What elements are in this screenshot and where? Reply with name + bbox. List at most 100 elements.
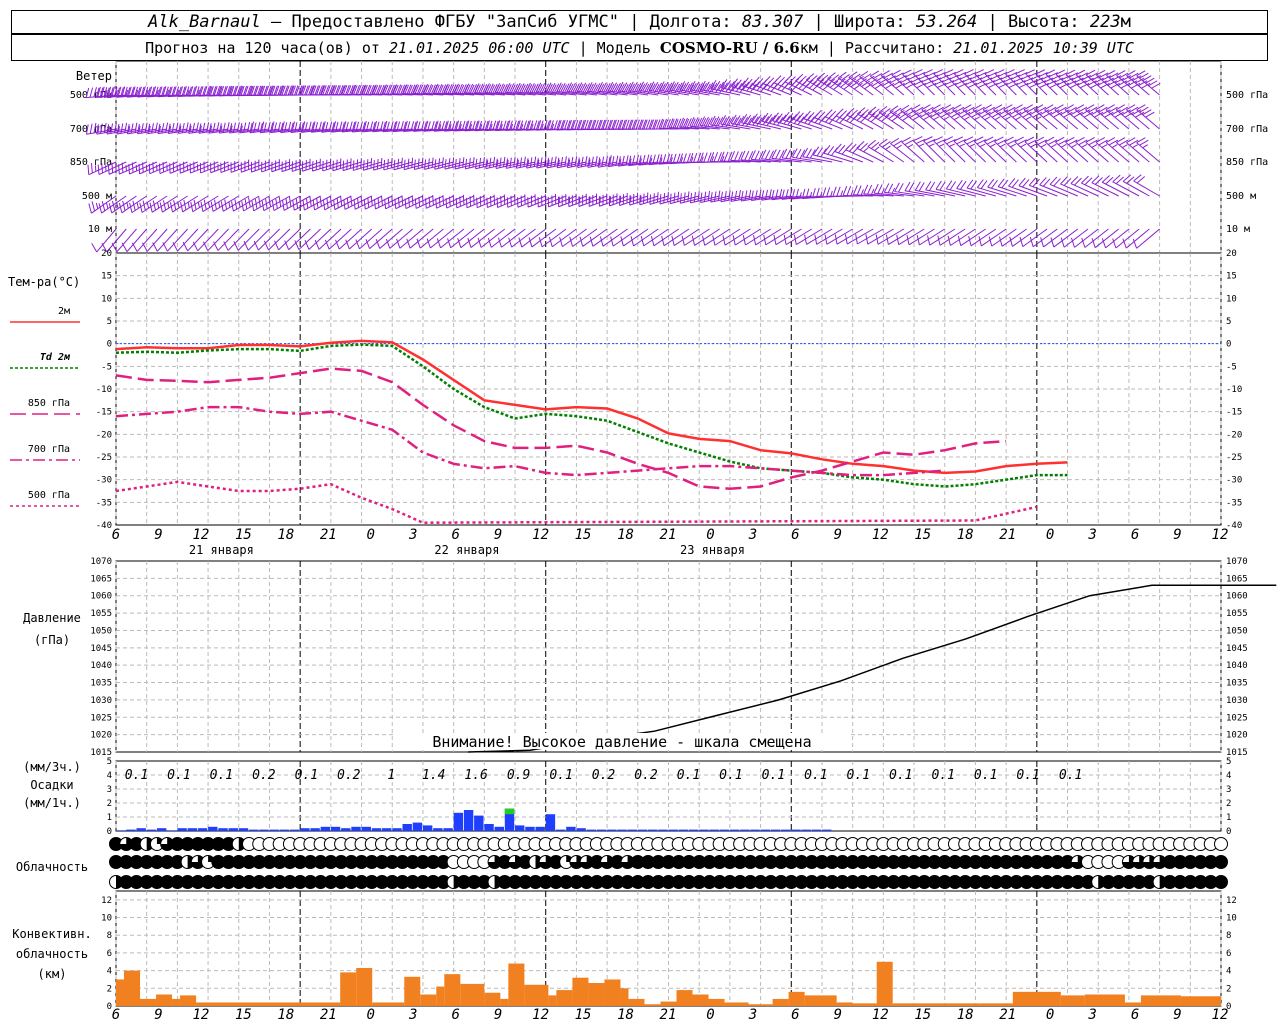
wind-barb-flag <box>642 82 648 92</box>
wind-barb-flag <box>998 82 1008 89</box>
time-tick-label: 12 <box>872 527 889 543</box>
wind-barb-shaft <box>859 76 884 96</box>
temp-series-line <box>115 405 945 477</box>
wind-barb-flag <box>510 84 516 94</box>
wind-barb-flag <box>967 82 978 89</box>
wind-barb-flag <box>519 120 524 131</box>
wind-barb-flag <box>1058 139 1068 146</box>
wind-barb-flag <box>457 83 463 94</box>
wind-barb-flag <box>1007 139 1017 145</box>
wind-barb-flag <box>1139 139 1149 146</box>
wind-barb-flag <box>387 158 389 169</box>
wind-barb-flag <box>570 156 574 167</box>
cloud-symbol-fill <box>682 855 696 869</box>
wind-barb-flag <box>914 106 924 113</box>
wind-barb-flag <box>304 85 309 96</box>
wind-barb-flag <box>516 120 521 131</box>
wind-barb-flag <box>564 83 570 93</box>
wind-barb-flag <box>1111 144 1118 148</box>
precip-bar <box>821 829 832 831</box>
time-tick-label-bottom: 6 <box>451 1007 459 1023</box>
wind-barb-flag <box>1091 238 1096 248</box>
sep: | <box>803 12 834 32</box>
wind-barb-flag <box>289 85 294 96</box>
wind-barb-shaft <box>653 228 680 247</box>
wind-barb-flag <box>416 121 421 132</box>
wind-barb-flag <box>400 84 406 95</box>
wind-barb-flag <box>195 86 200 97</box>
wind-barb-flag <box>467 237 472 248</box>
wind-barb-shaft <box>1039 184 1068 197</box>
wind-barb-shaft <box>848 76 874 96</box>
wind-barb-flag <box>232 86 237 96</box>
precip-bar <box>484 824 494 831</box>
wind-barb-flag <box>936 71 946 77</box>
precip-bar <box>218 828 228 831</box>
conv-bar <box>604 979 621 1006</box>
wind-barb-flag <box>873 183 879 194</box>
wind-barb-flag <box>310 85 316 95</box>
wind-barb-flag <box>397 197 400 208</box>
conv-bar <box>420 994 437 1006</box>
time-tick-label: 0 <box>1046 527 1054 543</box>
wind-barb-flag <box>1077 106 1088 113</box>
wind-barb-flag <box>121 162 124 173</box>
wind-barb-flag <box>820 148 827 158</box>
wind-barb-flag <box>966 179 974 189</box>
wind-barb-flag <box>735 117 742 127</box>
wind-barb-flag <box>1141 82 1151 89</box>
wind-barb-flag <box>396 121 401 132</box>
wind-barb-flag <box>381 85 386 95</box>
precip-bar <box>617 829 627 831</box>
cloud-symbol-fill <box>907 875 921 889</box>
wind-barb-shaft <box>1008 185 1037 197</box>
cloud-symbol-fill <box>150 855 164 869</box>
time-tick-label-bottom: 9 <box>1173 1007 1181 1023</box>
wind-barb-flag <box>861 80 871 87</box>
cloud-symbol-fill <box>109 855 123 869</box>
wind-barb-flag <box>851 73 861 81</box>
wind-barb-flag <box>775 189 779 200</box>
wind-barb-flag <box>512 120 517 131</box>
cloud-symbol-fill <box>805 855 819 869</box>
precip-bar <box>729 829 740 831</box>
wind-barb-flag <box>720 79 728 89</box>
wind-barb-flag <box>438 158 441 169</box>
pressure-warning-bg <box>395 733 850 749</box>
wind-barb-flag <box>259 85 264 96</box>
wind-barb-shaft <box>480 228 506 248</box>
wind-barb-flag <box>363 120 367 131</box>
conv-title: Конвективн. <box>12 927 91 941</box>
time-tick-label-bottom: 0 <box>1046 1007 1054 1023</box>
cloud-symbol-fill <box>610 855 624 869</box>
precip-3h-total: 0.1 <box>974 768 997 783</box>
wind-barb-flag <box>1000 74 1010 80</box>
wind-barb-flag <box>236 122 240 133</box>
wind-barb-flag <box>510 123 514 130</box>
wind-barb-flag <box>1012 111 1022 118</box>
cloud-symbol-fill <box>416 875 430 889</box>
wind-barb-flag <box>808 81 818 89</box>
wind-barb-flag <box>781 148 788 159</box>
wind-barb-shaft <box>156 228 178 252</box>
temp-series-line <box>115 480 1038 524</box>
wind-barb-flag <box>328 121 333 132</box>
wind-barb-flag <box>802 77 811 85</box>
wind-barb-flag <box>713 116 720 126</box>
wind-barb-flag <box>938 143 945 147</box>
wind-barb-flag <box>135 89 139 96</box>
temp-tick-left: 10 <box>101 294 112 304</box>
wind-barb-shaft <box>919 228 946 246</box>
wind-barb-flag <box>495 158 498 169</box>
wind-barb-flag <box>656 154 660 165</box>
time-tick-label: 9 <box>494 527 502 543</box>
wind-barb-flag <box>473 194 475 205</box>
alt-value: 223 <box>1089 12 1121 32</box>
wind-barb-flag <box>870 114 879 123</box>
wind-barb-flag <box>1145 77 1155 84</box>
wind-barb-flag <box>543 120 548 131</box>
wind-barb-shaft <box>1085 74 1109 96</box>
wind-barb-flag <box>984 116 991 121</box>
wind-barb-flag <box>346 197 349 208</box>
wind-barb-shaft <box>1070 183 1099 197</box>
